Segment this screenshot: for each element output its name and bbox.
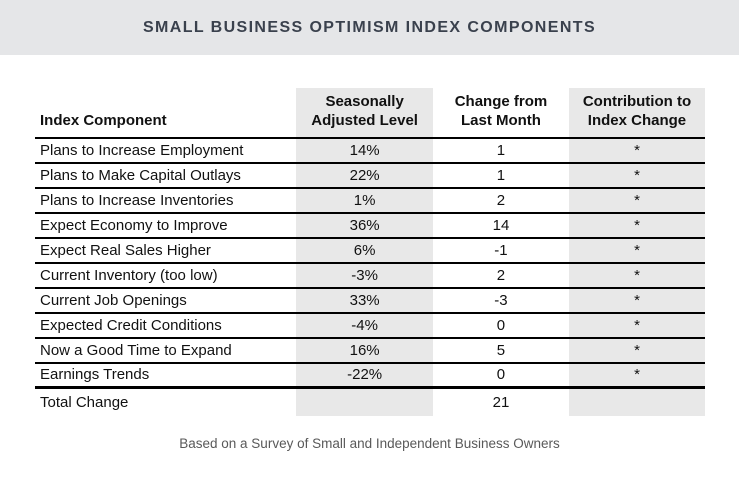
- cell-contribution: *: [568, 137, 705, 164]
- column-header-index-component: Index Component: [35, 88, 297, 139]
- cell-component: Expect Real Sales Higher: [35, 237, 297, 264]
- cell-total-level: [296, 386, 433, 416]
- cell-level: -4%: [296, 312, 433, 339]
- cell-contribution: *: [568, 262, 705, 289]
- table-row: Expected Credit Conditions -4% 0 *: [35, 312, 705, 339]
- cell-contribution: *: [568, 187, 705, 214]
- cell-level: 1%: [296, 187, 433, 214]
- cell-contribution: *: [568, 312, 705, 339]
- cell-change: -1: [432, 237, 569, 264]
- cell-contribution: *: [568, 162, 705, 189]
- table-row: Plans to Increase Employment 14% 1 *: [35, 137, 705, 164]
- cell-level: 22%: [296, 162, 433, 189]
- table-row: Current Inventory (too low) -3% 2 *: [35, 262, 705, 289]
- cell-level: -22%: [296, 362, 433, 389]
- cell-level: 14%: [296, 137, 433, 164]
- table-row: Now a Good Time to Expand 16% 5 *: [35, 337, 705, 364]
- table-row: Plans to Make Capital Outlays 22% 1 *: [35, 162, 705, 189]
- cell-change: 2: [432, 262, 569, 289]
- cell-change: 0: [432, 362, 569, 389]
- cell-component: Plans to Make Capital Outlays: [35, 162, 297, 189]
- column-header-change-from-last-month: Change from Last Month: [432, 88, 569, 139]
- cell-contribution: *: [568, 287, 705, 314]
- cell-component: Current Job Openings: [35, 287, 297, 314]
- title-bar: SMALL BUSINESS OPTIMISM INDEX COMPONENTS: [0, 0, 739, 55]
- cell-component: Earnings Trends: [35, 362, 297, 389]
- cell-contribution: *: [568, 337, 705, 364]
- cell-total-label: Total Change: [35, 386, 297, 416]
- cell-change: 0: [432, 312, 569, 339]
- cell-change: 5: [432, 337, 569, 364]
- cell-contribution: *: [568, 237, 705, 264]
- page-title: SMALL BUSINESS OPTIMISM INDEX COMPONENTS: [142, 18, 597, 36]
- table-row: Plans to Increase Inventories 1% 2 *: [35, 187, 705, 214]
- cell-component: Plans to Increase Inventories: [35, 187, 297, 214]
- cell-change: -3: [432, 287, 569, 314]
- cell-contribution: *: [568, 362, 705, 389]
- cell-total-change: 21: [432, 386, 569, 416]
- cell-component: Plans to Increase Employment: [35, 137, 297, 164]
- cell-change: 1: [432, 162, 569, 189]
- table-row: Expect Real Sales Higher 6% -1 *: [35, 237, 705, 264]
- table-total-row: Total Change 21: [35, 386, 705, 416]
- column-header-contribution-to-index-change: Contribution to Index Change: [568, 88, 705, 139]
- cell-level: 6%: [296, 237, 433, 264]
- cell-level: -3%: [296, 262, 433, 289]
- cell-contribution: *: [568, 212, 705, 239]
- index-components-table: Index Component Seasonally Adjusted Leve…: [35, 88, 705, 416]
- table-header-row: Index Component Seasonally Adjusted Leve…: [35, 88, 705, 139]
- column-header-seasonally-adjusted-level: Seasonally Adjusted Level: [296, 88, 433, 139]
- cell-component: Now a Good Time to Expand: [35, 337, 297, 364]
- cell-change: 2: [432, 187, 569, 214]
- cell-change: 1: [432, 137, 569, 164]
- table-row: Current Job Openings 33% -3 *: [35, 287, 705, 314]
- table-row: Expect Economy to Improve 36% 14 *: [35, 212, 705, 239]
- cell-level: 16%: [296, 337, 433, 364]
- table-row: Earnings Trends -22% 0 *: [35, 362, 705, 389]
- cell-total-contribution: [568, 386, 705, 416]
- cell-component: Expected Credit Conditions: [35, 312, 297, 339]
- cell-level: 36%: [296, 212, 433, 239]
- cell-component: Current Inventory (too low): [35, 262, 297, 289]
- cell-change: 14: [432, 212, 569, 239]
- cell-level: 33%: [296, 287, 433, 314]
- source-caption: Based on a Survey of Small and Independe…: [179, 436, 560, 451]
- index-components-table-container: Index Component Seasonally Adjusted Leve…: [35, 88, 705, 416]
- cell-component: Expect Economy to Improve: [35, 212, 297, 239]
